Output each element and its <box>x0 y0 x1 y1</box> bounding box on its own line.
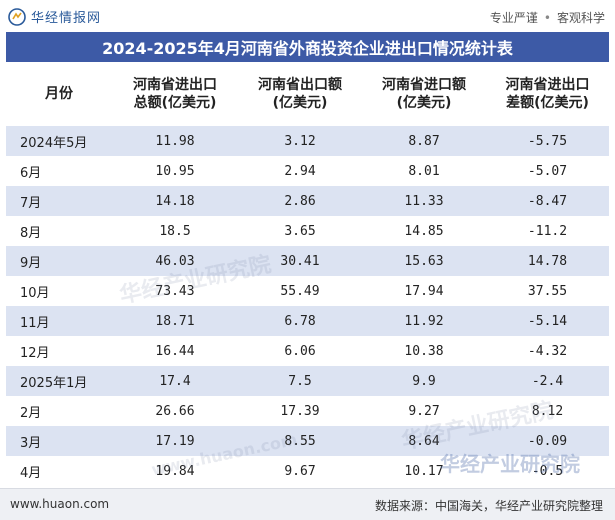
cell-balance: -11.2 <box>486 216 609 246</box>
brand-logo[interactable]: 华经情报网 <box>8 7 101 26</box>
cell-month: 2024年5月 <box>6 126 112 156</box>
table-row: 3月 17.19 8.55 8.64 -0.09 <box>6 426 609 456</box>
cell-import: 11.92 <box>362 306 486 336</box>
tag-professional: 专业严谨 <box>489 11 538 25</box>
table-row: 8月 18.5 3.65 14.85 -11.2 <box>6 216 609 246</box>
table-row: 4月 19.84 9.67 10.17 -0.5 <box>6 456 609 486</box>
huajing-logo-icon <box>8 7 26 26</box>
table-row: 6月 10.95 2.94 8.01 -5.07 <box>6 156 609 186</box>
table-row: 11月 18.71 6.78 11.92 -5.14 <box>6 306 609 336</box>
brand-name: 华经情报网 <box>31 11 102 26</box>
cell-balance: -4.32 <box>486 336 609 366</box>
cell-month: 6月 <box>6 156 112 186</box>
cell-import: 17.94 <box>362 276 486 306</box>
table-title: 2024-2025年4月河南省外商投资企业进出口情况统计表 <box>6 32 609 62</box>
footer-bar: www.huaon.com 数据来源：中国海关，华经产业研究院整理 <box>0 488 615 520</box>
cell-balance: -8.47 <box>486 186 609 216</box>
cell-balance: -0.09 <box>486 426 609 456</box>
cell-total: 16.44 <box>112 336 238 366</box>
cell-balance: 14.78 <box>486 246 609 276</box>
table-row: 2024年5月 11.98 3.12 8.87 -5.75 <box>6 126 609 156</box>
cell-export: 9.67 <box>238 456 362 486</box>
cell-balance: 8.12 <box>486 396 609 426</box>
cell-export: 6.78 <box>238 306 362 336</box>
cell-export: 55.49 <box>238 276 362 306</box>
cell-export: 3.12 <box>238 126 362 156</box>
top-bar: 华经情报网 专业严谨 • 客观科学 <box>0 0 615 32</box>
cell-balance: -0.5 <box>486 456 609 486</box>
cell-month: 3月 <box>6 426 112 456</box>
cell-total: 46.03 <box>112 246 238 276</box>
col-header-import: 河南省进口额(亿美元) <box>362 62 486 126</box>
cell-total: 19.84 <box>112 456 238 486</box>
cell-export: 17.39 <box>238 396 362 426</box>
col-header-total: 河南省进出口总额(亿美元) <box>112 62 238 126</box>
cell-export: 6.06 <box>238 336 362 366</box>
cell-import: 8.01 <box>362 156 486 186</box>
cell-import: 10.17 <box>362 456 486 486</box>
cell-import: 15.63 <box>362 246 486 276</box>
cell-total: 14.18 <box>112 186 238 216</box>
table-row: 2025年1月 17.4 7.5 9.9 -2.4 <box>6 366 609 396</box>
table-row: 7月 14.18 2.86 11.33 -8.47 <box>6 186 609 216</box>
cell-export: 2.86 <box>238 186 362 216</box>
cell-month: 8月 <box>6 216 112 246</box>
table-body: 2024年5月 11.98 3.12 8.87 -5.75 6月 10.95 2.94 8.01… <box>6 126 609 486</box>
cell-total: 18.5 <box>112 216 238 246</box>
table-row: 12月 16.44 6.06 10.38 -4.32 <box>6 336 609 366</box>
header-row: 月份 河南省进出口总额(亿美元) 河南省出口额(亿美元) 河南省进口额(亿美元)… <box>6 62 609 126</box>
col-header-export: 河南省出口额(亿美元) <box>238 62 362 126</box>
cell-export: 8.55 <box>238 426 362 456</box>
cell-balance: -5.14 <box>486 306 609 336</box>
site-link[interactable]: www.huaon.com <box>10 497 110 511</box>
cell-import: 8.87 <box>362 126 486 156</box>
col-header-export-text: 河南省出口额(亿美元) <box>258 77 342 111</box>
cell-month: 12月 <box>6 336 112 366</box>
tag-objective: 客观科学 <box>556 11 605 25</box>
col-header-balance-text: 河南省进出口差额(亿美元) <box>505 77 590 111</box>
cell-month: 4月 <box>6 456 112 486</box>
cell-export: 3.65 <box>238 216 362 246</box>
cell-month: 2025年1月 <box>6 366 112 396</box>
cell-balance: -5.07 <box>486 156 609 186</box>
data-source: 数据来源：中国海关，华经产业研究院整理 <box>374 499 603 513</box>
cell-balance: 37.55 <box>486 276 609 306</box>
cell-total: 17.4 <box>112 366 238 396</box>
col-header-total-text: 河南省进出口总额(亿美元) <box>133 77 217 111</box>
tagline: 专业严谨 • 客观科学 <box>490 9 605 26</box>
cell-export: 2.94 <box>238 156 362 186</box>
col-header-import-text: 河南省进口额(亿美元) <box>382 77 466 111</box>
cell-month: 9月 <box>6 246 112 276</box>
cell-total: 10.95 <box>112 156 238 186</box>
cell-import: 9.27 <box>362 396 486 426</box>
cell-export: 7.5 <box>238 366 362 396</box>
cell-total: 17.19 <box>112 426 238 456</box>
cell-total: 73.43 <box>112 276 238 306</box>
table-row: 9月 46.03 30.41 15.63 14.78 <box>6 246 609 276</box>
cell-balance: -2.4 <box>486 366 609 396</box>
cell-month: 11月 <box>6 306 112 336</box>
tag-separator-dot: • <box>543 10 551 25</box>
cell-total: 26.66 <box>112 396 238 426</box>
cell-import: 14.85 <box>362 216 486 246</box>
cell-import: 8.64 <box>362 426 486 456</box>
cell-month: 2月 <box>6 396 112 426</box>
col-header-balance: 河南省进出口差额(亿美元) <box>486 62 609 126</box>
col-header-month: 月份 <box>6 62 112 126</box>
cell-month: 10月 <box>6 276 112 306</box>
cell-total: 11.98 <box>112 126 238 156</box>
cell-total: 18.71 <box>112 306 238 336</box>
cell-import: 10.38 <box>362 336 486 366</box>
cell-import: 11.33 <box>362 186 486 216</box>
table-row: 2月 26.66 17.39 9.27 8.12 <box>6 396 609 426</box>
cell-export: 30.41 <box>238 246 362 276</box>
cell-import: 9.9 <box>362 366 486 396</box>
data-table: 月份 河南省进出口总额(亿美元) 河南省出口额(亿美元) 河南省进口额(亿美元)… <box>6 62 609 486</box>
cell-month: 7月 <box>6 186 112 216</box>
table-row: 10月 73.43 55.49 17.94 37.55 <box>6 276 609 306</box>
cell-balance: -5.75 <box>486 126 609 156</box>
